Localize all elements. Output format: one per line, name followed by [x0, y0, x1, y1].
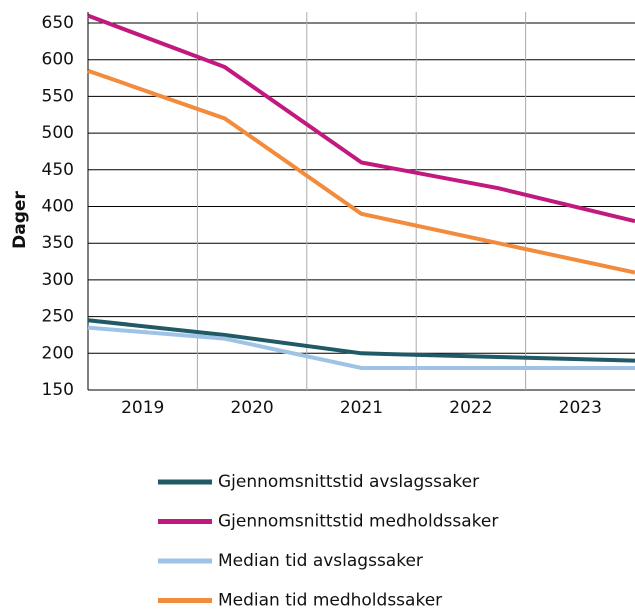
y-tick-label: 200: [42, 343, 74, 363]
y-tick-label: 450: [42, 160, 74, 180]
x-tick-label: 2020: [230, 398, 273, 418]
legend-label: Gjennomsnittstid avslagssaker: [218, 472, 479, 492]
y-tick-label: 300: [42, 270, 74, 290]
x-tick-label: 2023: [559, 398, 602, 418]
y-tick-label: 550: [42, 86, 74, 106]
y-tick-label: 600: [42, 50, 74, 70]
x-tick-label: 2019: [121, 398, 164, 418]
series-line: [87, 68, 635, 275]
y-tick-label: 650: [42, 13, 74, 33]
x-tick-label: 2022: [449, 398, 492, 418]
series-line: [87, 325, 635, 370]
y-tick-label: 250: [42, 307, 74, 327]
series-line: [87, 318, 635, 363]
legend-label: Gjennomsnittstid medholdssaker: [218, 512, 498, 532]
y-tick-label: 350: [42, 233, 74, 253]
y-tick-label: 500: [42, 123, 74, 143]
y-tick-label: 400: [42, 197, 74, 217]
legend-label: Median tid medholdssaker: [218, 591, 442, 610]
series-line: [87, 13, 635, 224]
y-tick-label: 150: [42, 380, 74, 400]
x-tick-label: 2021: [340, 398, 383, 418]
legend-label: Median tid avslagssaker: [218, 551, 423, 571]
y-axis-label: Dager: [10, 191, 30, 249]
